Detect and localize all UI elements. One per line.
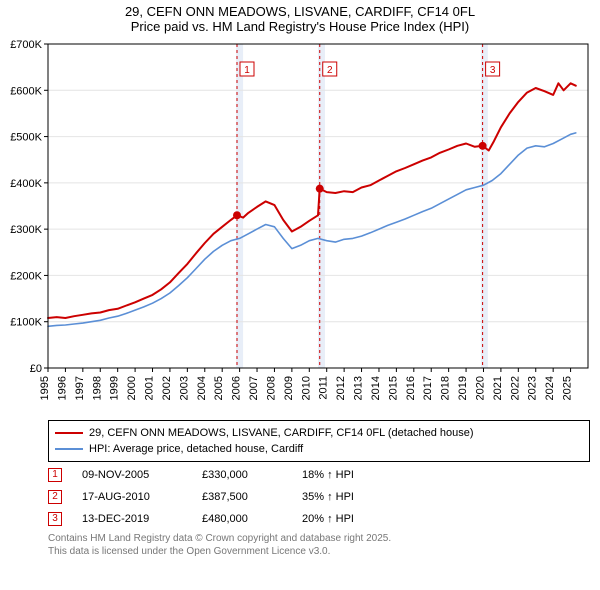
x-tick-label: 1995 [39,376,51,400]
event-price: £480,000 [202,508,282,530]
legend-swatch [55,432,83,434]
events-table: 1 09-NOV-2005 £330,000 18% ↑ HPI 2 17-AUG-201… [48,464,590,530]
x-tick-label: 1996 [56,376,68,400]
price-chart: £0 £100K £200K £300K £400K £500K £600K £700K 199… [0,36,600,416]
legend-item: 29, CEFN ONN MEADOWS, LISVANE, CARDIFF, … [55,425,583,441]
x-tick-label: 2011 [318,376,330,400]
x-tick-label: 2023 [527,376,539,400]
legend-label: HPI: Average price, detached house, Card… [89,441,303,457]
highlight-band [481,44,488,368]
x-tick-label: 2022 [509,376,521,400]
y-tick-label: £400K [10,178,42,190]
event-marker-box: 3 [48,512,62,526]
x-tick-label: 2006 [231,376,243,400]
y-tick-label: £0 [30,363,42,375]
footer-line-2: This data is licensed under the Open Gov… [48,545,590,558]
sale-dot [316,185,324,193]
x-tick-label: 2008 [265,376,277,400]
x-tick-label: 2025 [562,376,574,400]
sale-dot [479,142,487,150]
legend-item: HPI: Average price, detached house, Card… [55,441,583,457]
x-tick-label: 2010 [300,376,312,400]
x-tick-label: 1999 [109,376,121,400]
y-tick-label: £600K [10,85,42,97]
x-tick-label: 2000 [126,376,138,400]
x-tick-label: 2018 [440,376,452,400]
sale-dot [233,211,241,219]
event-date: 17-AUG-2010 [82,486,182,508]
event-marker-box: 2 [48,490,62,504]
legend-swatch [55,448,83,450]
y-tick-label: £500K [10,132,42,144]
x-tick-label: 2024 [544,376,556,400]
chart-container: £0 £100K £200K £300K £400K £500K £600K £700K 199… [0,36,600,416]
y-tick-label: £700K [10,39,42,51]
event-price: £330,000 [202,464,282,486]
event-delta: 20% ↑ HPI [302,508,354,530]
x-tick-label: 2013 [353,376,365,400]
x-tick-label: 2001 [144,376,156,400]
event-delta: 18% ↑ HPI [302,464,354,486]
x-tick-label: 2016 [405,376,417,400]
event-marker-box: 1 [48,468,62,482]
x-tick-label: 1998 [91,376,103,400]
x-tick-label: 2002 [161,376,173,400]
x-tick-label: 1997 [74,376,86,400]
event-marker-number: 1 [244,65,250,76]
legend: 29, CEFN ONN MEADOWS, LISVANE, CARDIFF, … [48,420,590,462]
footer-attribution: Contains HM Land Registry data © Crown c… [48,532,590,558]
legend-label: 29, CEFN ONN MEADOWS, LISVANE, CARDIFF, … [89,425,474,441]
event-row: 2 17-AUG-2010 £387,500 35% ↑ HPI [48,486,590,508]
x-tick-label: 2020 [474,376,486,400]
x-tick-label: 2012 [335,376,347,400]
event-date: 09-NOV-2005 [82,464,182,486]
x-tick-label: 2007 [248,376,260,400]
x-tick-label: 2015 [387,376,399,400]
x-tick-label: 2009 [283,376,295,400]
y-tick-label: £100K [10,317,42,329]
event-marker-number: 3 [490,65,496,76]
x-tick-label: 2019 [457,376,469,400]
y-tick-label: £200K [10,270,42,282]
y-tick-label: £300K [10,224,42,236]
x-tick-label: 2017 [422,376,434,400]
x-tick-label: 2021 [492,376,504,400]
event-row: 3 13-DEC-2019 £480,000 20% ↑ HPI [48,508,590,530]
x-tick-label: 2003 [178,376,190,400]
event-row: 1 09-NOV-2005 £330,000 18% ↑ HPI [48,464,590,486]
title-line-2: Price paid vs. HM Land Registry's House … [0,19,600,34]
event-date: 13-DEC-2019 [82,508,182,530]
footer-line-1: Contains HM Land Registry data © Crown c… [48,532,590,545]
title-line-1: 29, CEFN ONN MEADOWS, LISVANE, CARDIFF, … [0,4,600,19]
x-tick-label: 2005 [213,376,225,400]
event-price: £387,500 [202,486,282,508]
x-tick-label: 2004 [196,376,208,400]
event-delta: 35% ↑ HPI [302,486,354,508]
event-marker-number: 2 [327,65,333,76]
chart-title-block: 29, CEFN ONN MEADOWS, LISVANE, CARDIFF, … [0,0,600,36]
x-tick-label: 2014 [370,376,382,400]
